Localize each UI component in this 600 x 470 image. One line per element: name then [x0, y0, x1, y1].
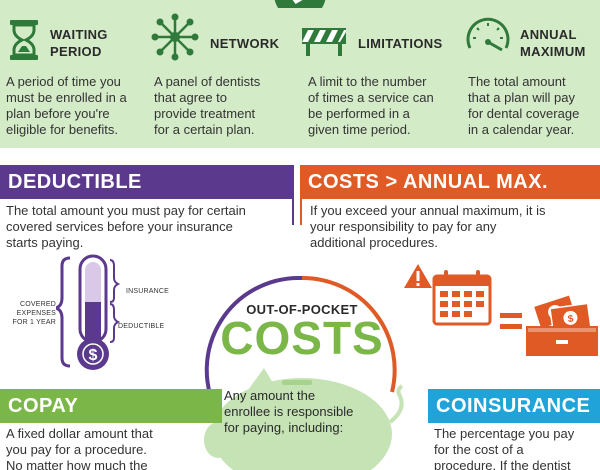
term-title-line1: WAITING [50, 27, 108, 42]
network-icon [151, 13, 199, 61]
term-description: A period of time you must be enrolled in… [6, 74, 127, 137]
term-title-line1: LIMITATIONS [358, 36, 443, 51]
term-description: A panel of dentists that agree to provid… [154, 74, 261, 137]
term-description: The total amount that a plan will pay fo… [468, 74, 580, 137]
term-description: A limit to the number of times a service… [308, 74, 434, 137]
covered-expenses-label: COVERED EXPENSES FOR 1 YEAR [12, 301, 56, 326]
equals-icon [500, 313, 522, 329]
deductible-description: The total amount you must pay for certai… [6, 203, 246, 250]
barrier-icon [302, 28, 346, 56]
term-title-line2: PERIOD [50, 44, 102, 59]
costs-heading: COSTS [220, 312, 384, 364]
deductible-frame-line [292, 165, 294, 225]
thermometer-icon: $ [56, 254, 121, 370]
term-title-line1: ANNUAL [520, 27, 577, 42]
svg-text:$: $ [567, 313, 574, 325]
piggy-bank-icon [204, 368, 404, 470]
copay-description: A fixed dollar amount that you pay for a… [6, 426, 153, 470]
costs-annual-max-description: If you exceed your annual maximum, it is… [310, 203, 546, 250]
insurance-label: INSURANCE [126, 288, 170, 295]
term-title-line1: NETWORK [210, 36, 280, 51]
money-icon: $ $ [526, 293, 598, 356]
calendar-warning-icon [404, 264, 492, 326]
out-of-pocket-ring [204, 275, 397, 415]
hourglass-icon [10, 20, 38, 60]
coinsurance-heading: COINSURANCE [428, 389, 600, 423]
deductible-heading: DEDUCTIBLE [0, 165, 292, 199]
coinsurance-description: The percentage you pay for the cost of a… [434, 426, 575, 470]
term-title-line2: MAXIMUM [520, 44, 586, 59]
emblem-icon [274, 0, 326, 8]
out-of-pocket-description: Any amount the enrollee is responsible f… [224, 388, 354, 435]
copay-heading: COPAY [0, 389, 222, 423]
out-of-pocket-label: OUT-OF-POCKET [246, 302, 358, 317]
definitions-band: WAITING PERIOD A period of time you must… [0, 0, 600, 148]
costs-annual-max-heading: COSTS > ANNUAL MAX. [300, 165, 600, 199]
gauge-icon [466, 17, 510, 52]
svg-text:$: $ [89, 347, 98, 364]
deductible-label: DEDUCTIBLE [118, 323, 165, 330]
